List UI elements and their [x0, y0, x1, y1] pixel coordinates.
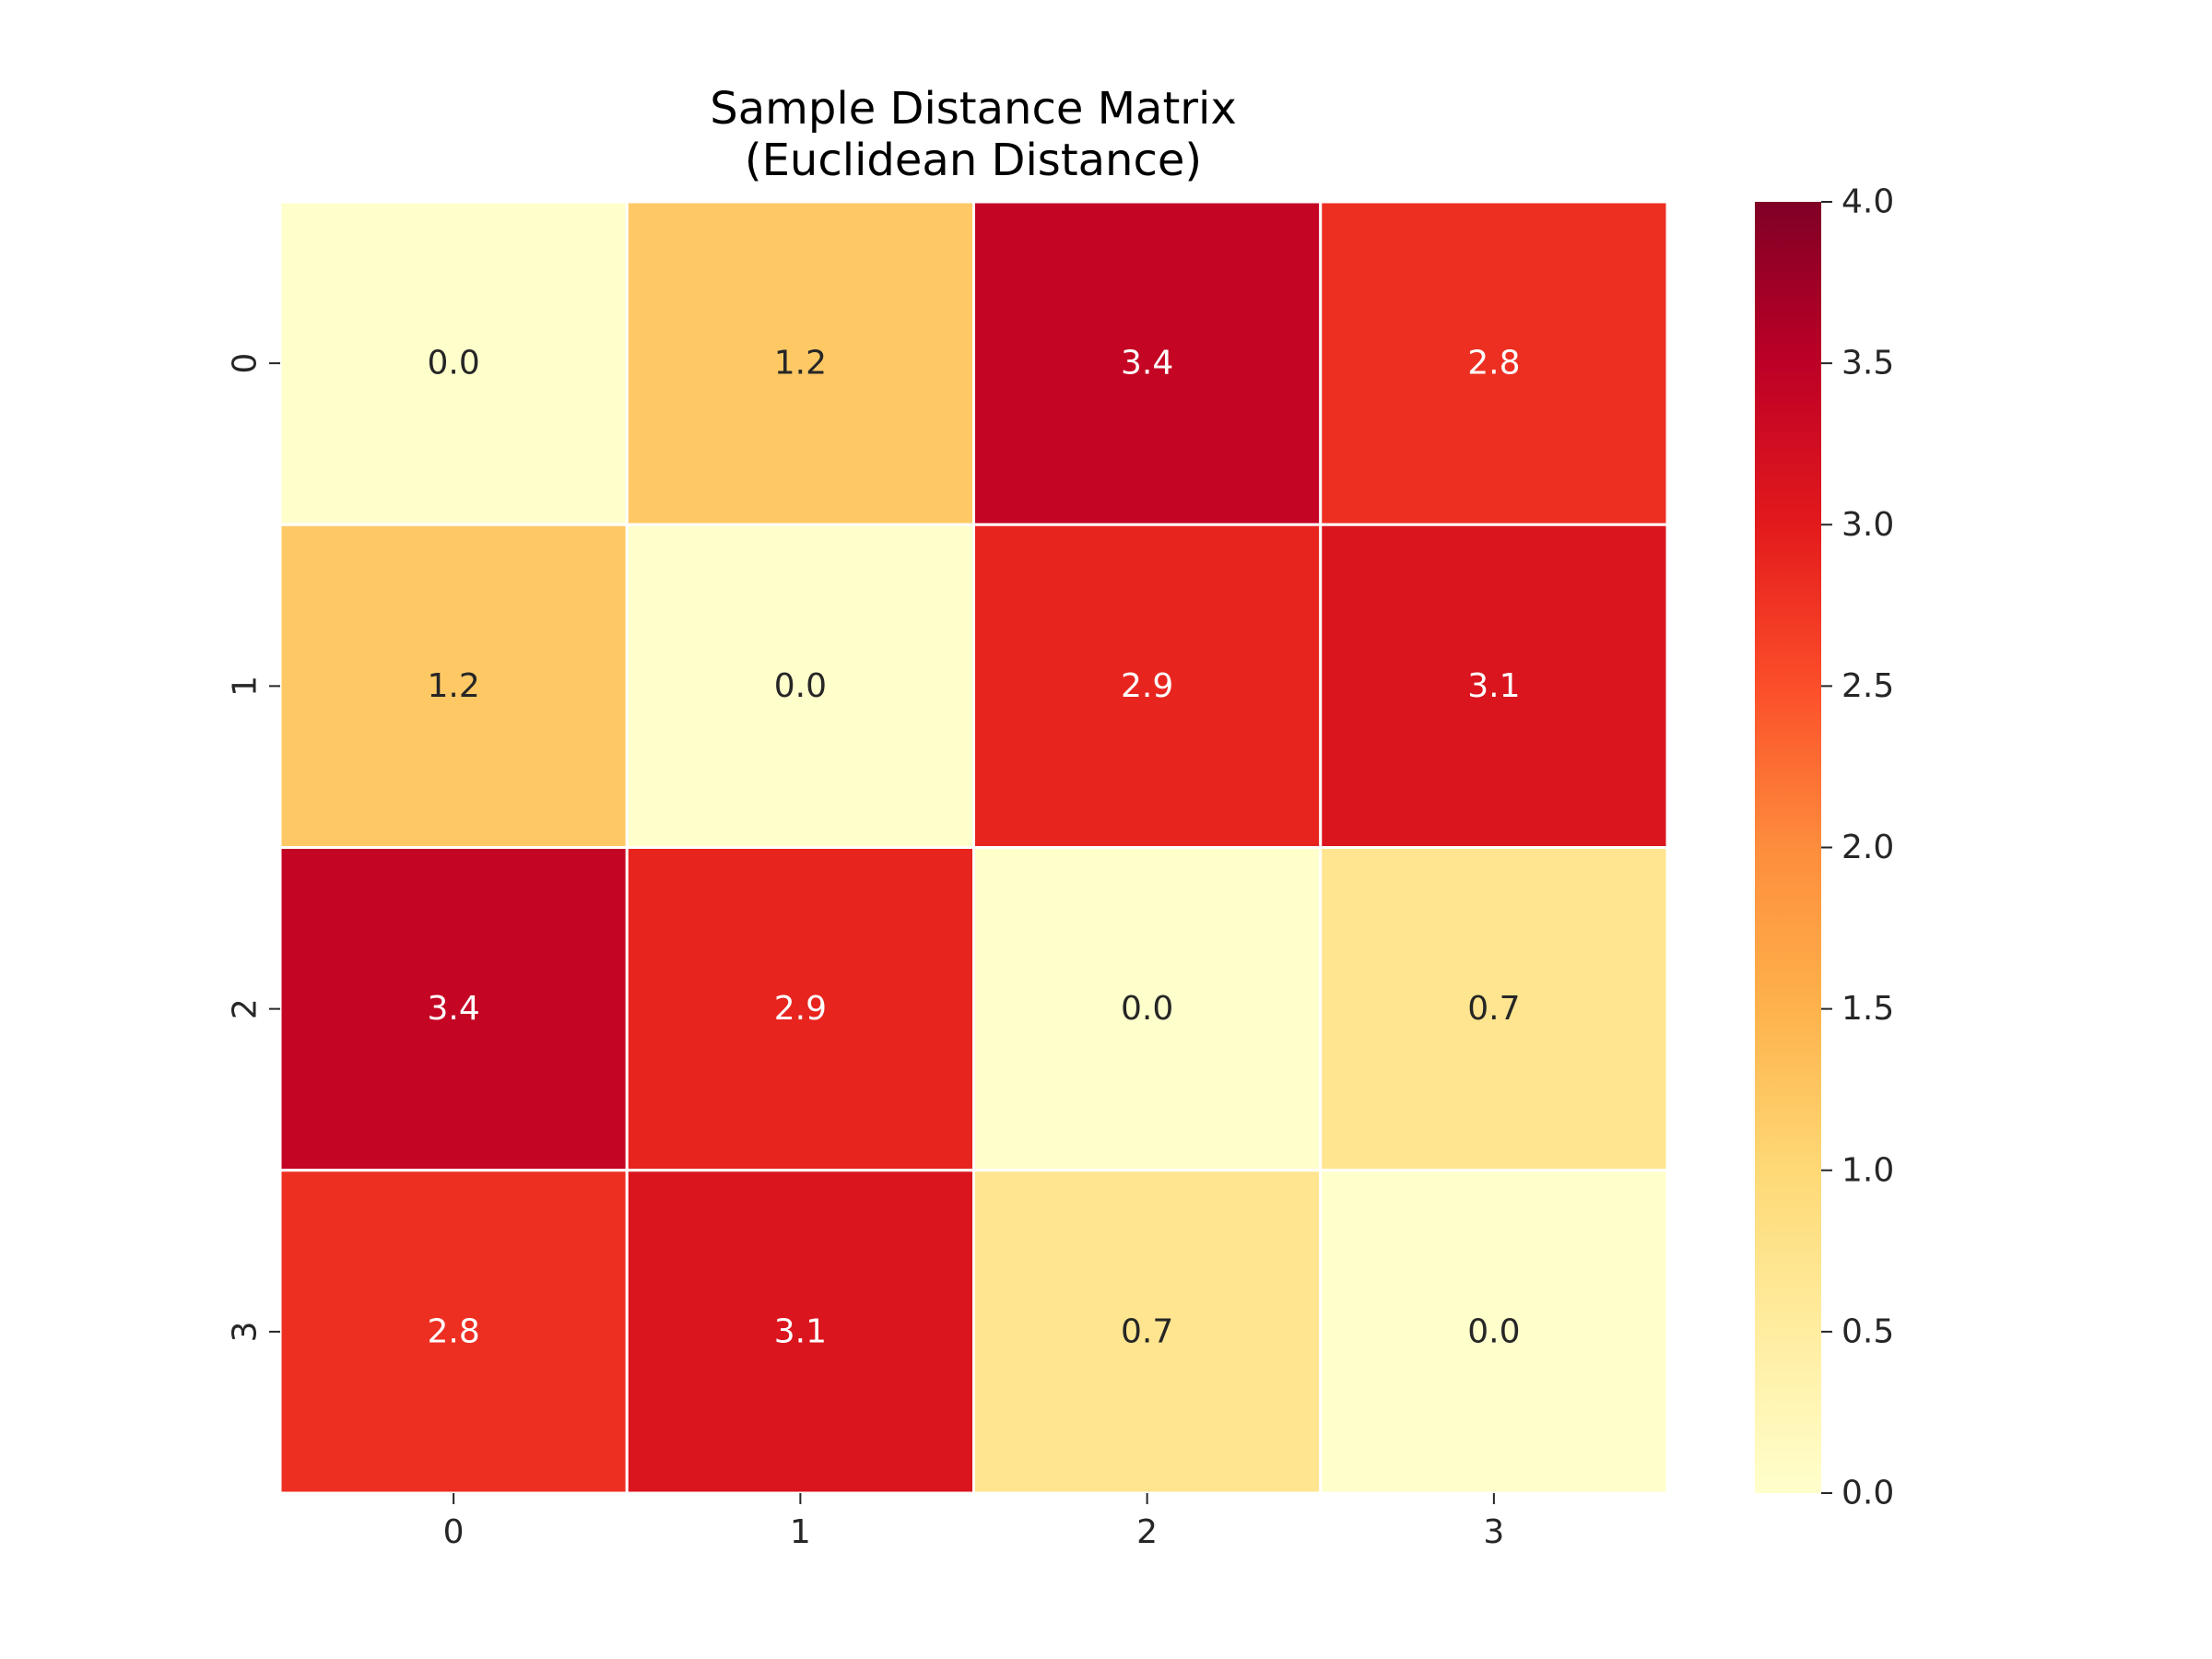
colorbar-tick-label-5: 2.5: [1841, 667, 1894, 705]
cell-value-2-0: 3.4: [427, 990, 479, 1028]
cell-value-2-1: 2.9: [774, 990, 827, 1028]
cell-value-3-2: 0.7: [1121, 1312, 1173, 1350]
heatmap-cell-1-0: [278, 523, 629, 849]
heatmap-cell-0-3: [1319, 200, 1669, 526]
heatmap-cell-2-1: [625, 846, 975, 1172]
cell-value-1-3: 3.1: [1467, 667, 1520, 705]
x-tick-label-2: 2: [1136, 1513, 1158, 1551]
heatmap-cell-3-0: [278, 1169, 629, 1495]
colorbar: 0.0 0.5 1.0 1.5 2.0 2.5 3.0 3.5 4.0: [1755, 183, 1894, 1512]
colorbar-tick-label-7: 3.5: [1841, 345, 1894, 382]
colorbar-tick-label-1: 0.5: [1841, 1312, 1894, 1350]
heatmap-cell-3-2: [972, 1169, 1323, 1495]
x-tick-label-3: 3: [1483, 1513, 1504, 1551]
heatmap-cell-1-1: [625, 523, 975, 849]
heatmap-cell-2-3: [1319, 846, 1669, 1172]
cell-value-3-1: 3.1: [774, 1312, 827, 1350]
x-tick-label-1: 1: [790, 1513, 811, 1551]
heatmap-cell-labels: 0.0 1.2 3.4 2.8 1.2 0.0 2.9 3.1 3.4 2.9 0.0 0.7 2.8 3…: [427, 345, 1520, 1351]
chart-title-line-1: Sample Distance Matrix: [710, 83, 1237, 135]
y-tick-label-0: 0: [227, 353, 265, 374]
heatmap-cells: [278, 200, 1669, 1495]
y-axis: 0 1 2 3: [227, 353, 280, 1342]
x-axis: 0 1 2 3: [443, 1493, 1504, 1551]
cell-value-0-3: 2.8: [1467, 345, 1520, 382]
cell-value-2-3: 0.7: [1467, 990, 1520, 1028]
cell-value-3-3: 0.0: [1467, 1312, 1520, 1350]
colorbar-tick-label-6: 3.0: [1841, 506, 1894, 544]
y-tick-label-1: 1: [227, 676, 265, 697]
colorbar-tick-label-2: 1.0: [1841, 1151, 1894, 1189]
cell-value-3-0: 2.8: [427, 1312, 479, 1350]
x-tick-label-0: 0: [443, 1513, 465, 1551]
cell-value-2-2: 0.0: [1121, 990, 1173, 1028]
cell-value-0-2: 3.4: [1121, 345, 1173, 382]
cell-value-1-1: 0.0: [774, 667, 827, 705]
cell-value-1-0: 1.2: [427, 667, 479, 705]
heatmap-cell-0-2: [972, 200, 1323, 526]
colorbar-tick-label-4: 2.0: [1841, 829, 1894, 866]
cell-value-0-0: 0.0: [427, 345, 479, 382]
colorbar-tick-label-3: 1.5: [1841, 990, 1894, 1028]
heatmap-cell-3-1: [625, 1169, 975, 1495]
cell-value-1-2: 2.9: [1121, 667, 1173, 705]
y-tick-label-2: 2: [227, 998, 265, 1019]
y-tick-label-3: 3: [227, 1321, 265, 1342]
colorbar-tick-label-8: 4.0: [1841, 183, 1894, 221]
heatmap-cell-3-3: [1319, 1169, 1669, 1495]
colorbar-tick-label-0: 0.0: [1841, 1475, 1894, 1512]
chart-title-line-2: (Euclidean Distance): [745, 135, 1202, 186]
cell-value-0-1: 1.2: [774, 345, 827, 382]
heatmap-cell-1-3: [1319, 523, 1669, 849]
colorbar-gradient: [1755, 202, 1821, 1493]
heatmap-cell-0-1: [625, 200, 975, 526]
heatmap-cell-0-0: [278, 200, 629, 526]
